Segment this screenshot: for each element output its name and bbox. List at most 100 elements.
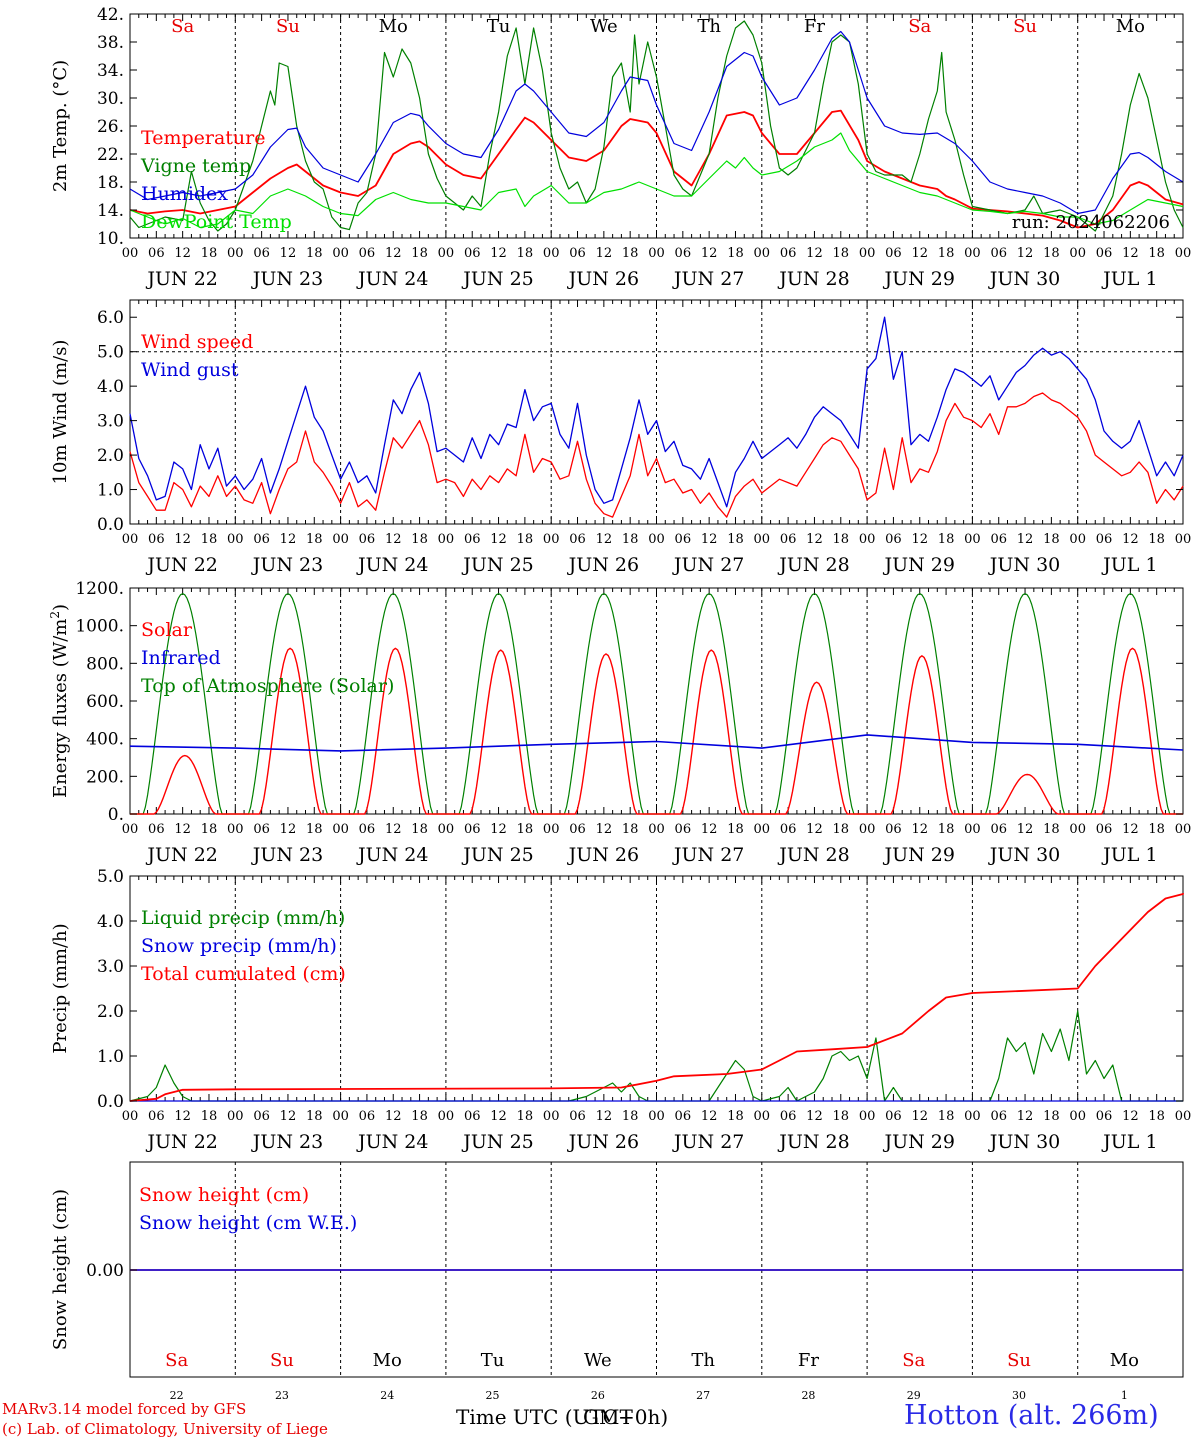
energy-series — [129, 592, 1184, 815]
day-of-week: Th — [697, 16, 721, 37]
date-label: JUN 24 — [356, 844, 428, 866]
hour-label: 12 — [701, 532, 718, 547]
hour-label: 12 — [1122, 822, 1139, 837]
hour-label: 18 — [1148, 822, 1165, 837]
hour-label: 18 — [938, 532, 955, 547]
hour-label: 06 — [990, 822, 1007, 837]
hour-label: 00 — [438, 1109, 455, 1124]
series-line — [129, 392, 1184, 518]
temperature-series — [129, 20, 1184, 232]
hour-label: 00 — [438, 532, 455, 547]
panel-1-y-axis: 10. 14. 18. 22. 26. 30. 34. 38. 42. — [97, 5, 1183, 249]
day-of-week: We — [590, 16, 618, 37]
day-number: 25 — [486, 1389, 500, 1402]
series-line — [129, 132, 1184, 229]
hour-label: 18 — [201, 1109, 218, 1124]
legend-entry: Liquid precip (mm/h) — [141, 907, 345, 929]
date-label: JUN 22 — [145, 844, 217, 866]
hour-label: 06 — [464, 822, 481, 837]
date-label: JUN 22 — [145, 1131, 217, 1153]
hour-label: 06 — [359, 246, 376, 261]
hour-label: 00 — [859, 532, 876, 547]
day-of-week-row: Sa Su Mo Tu We Th Fr Sa Su Mo — [171, 16, 1145, 37]
y-tick-label: 6.0 — [97, 308, 124, 328]
hour-label: 12 — [385, 246, 402, 261]
hour-label: 00 — [964, 1109, 981, 1124]
model-credit: MARv3.14 model forced by GFS — [2, 1400, 247, 1418]
y-tick-label: 5.0 — [97, 867, 124, 887]
date-label: JUN 24 — [356, 554, 428, 576]
hour-label: 00 — [438, 246, 455, 261]
y-tick-label: 0.00 — [86, 1261, 124, 1281]
day-of-week: Mo — [1110, 1350, 1139, 1371]
day-number: 29 — [907, 1389, 921, 1402]
hour-label: 12 — [280, 532, 297, 547]
bottom-day-row: Sa Su Mo Tu We Th Fr Sa Su Mo 22 23 24 25 26 27 28 29 30 1 — [165, 1350, 1139, 1402]
hour-label: 18 — [1043, 1109, 1060, 1124]
series-line — [129, 30, 1184, 215]
hour-label: 18 — [938, 822, 955, 837]
hour-label: 06 — [359, 822, 376, 837]
y-tick-label: 600. — [86, 692, 124, 712]
series-line — [129, 893, 1184, 1102]
y-tick-label: 26. — [97, 117, 124, 137]
hour-label: 00 — [1175, 246, 1192, 261]
hour-label: 06 — [780, 1109, 797, 1124]
legend-entry: Wind speed — [141, 331, 253, 353]
day-number: 24 — [380, 1389, 394, 1402]
hour-label: 00 — [543, 1109, 560, 1124]
hour-label: 00 — [332, 1109, 349, 1124]
hour-label: 18 — [727, 1109, 744, 1124]
date-label: JUN 28 — [777, 554, 849, 576]
hour-label: 06 — [1096, 246, 1113, 261]
hour-label: 18 — [622, 532, 639, 547]
y-tick-label: 1000. — [75, 617, 124, 637]
hour-label: 06 — [148, 532, 165, 547]
hour-label: 12 — [806, 532, 823, 547]
day-number: 26 — [591, 1389, 605, 1402]
legend-entry: DewPoint Temp — [141, 211, 292, 233]
panel-5-y-label: Snow height (cm) — [50, 1189, 71, 1350]
hour-label: 18 — [201, 532, 218, 547]
hour-label: 12 — [1122, 246, 1139, 261]
hour-label: 12 — [490, 1109, 507, 1124]
hour-label: 06 — [253, 1109, 270, 1124]
y-tick-label: 0.0 — [97, 515, 124, 535]
panel-4-y-label: Precip (mm/h) — [50, 923, 71, 1053]
hour-label: 18 — [201, 822, 218, 837]
hour-label: 06 — [253, 822, 270, 837]
day-number: 23 — [275, 1389, 289, 1402]
series-line — [129, 316, 1184, 508]
date-label: JUN 27 — [672, 268, 744, 290]
hour-label: 06 — [569, 822, 586, 837]
hour-label: 06 — [253, 532, 270, 547]
hour-label: 18 — [306, 246, 323, 261]
hour-label: 18 — [622, 246, 639, 261]
hour-label: 00 — [543, 822, 560, 837]
hour-label: 06 — [1096, 532, 1113, 547]
hour-label: 06 — [990, 532, 1007, 547]
day-number: 28 — [801, 1389, 815, 1402]
hour-label: 18 — [1148, 1109, 1165, 1124]
panel-3-frame — [129, 587, 1184, 815]
hour-label: 06 — [1096, 822, 1113, 837]
date-label: JUN 26 — [567, 1131, 639, 1153]
y-tick-label: 14. — [97, 201, 124, 221]
hour-label: 06 — [885, 822, 902, 837]
hour-label: 06 — [990, 1109, 1007, 1124]
hour-label: 18 — [306, 1109, 323, 1124]
series-line — [129, 20, 1184, 232]
hour-label: 18 — [833, 822, 850, 837]
hour-label: 12 — [701, 822, 718, 837]
hour-label: 00 — [754, 822, 771, 837]
hour-label: 18 — [517, 532, 534, 547]
hour-label: 12 — [280, 246, 297, 261]
legend-entry: Snow height (cm) — [139, 1184, 309, 1206]
hour-label: 00 — [754, 532, 771, 547]
hour-label: 00 — [332, 246, 349, 261]
hour-label: 12 — [806, 1109, 823, 1124]
plot-frame — [129, 13, 1184, 239]
hour-label: 00 — [754, 246, 771, 261]
hour-label: 18 — [1043, 246, 1060, 261]
series-line — [130, 647, 1183, 815]
